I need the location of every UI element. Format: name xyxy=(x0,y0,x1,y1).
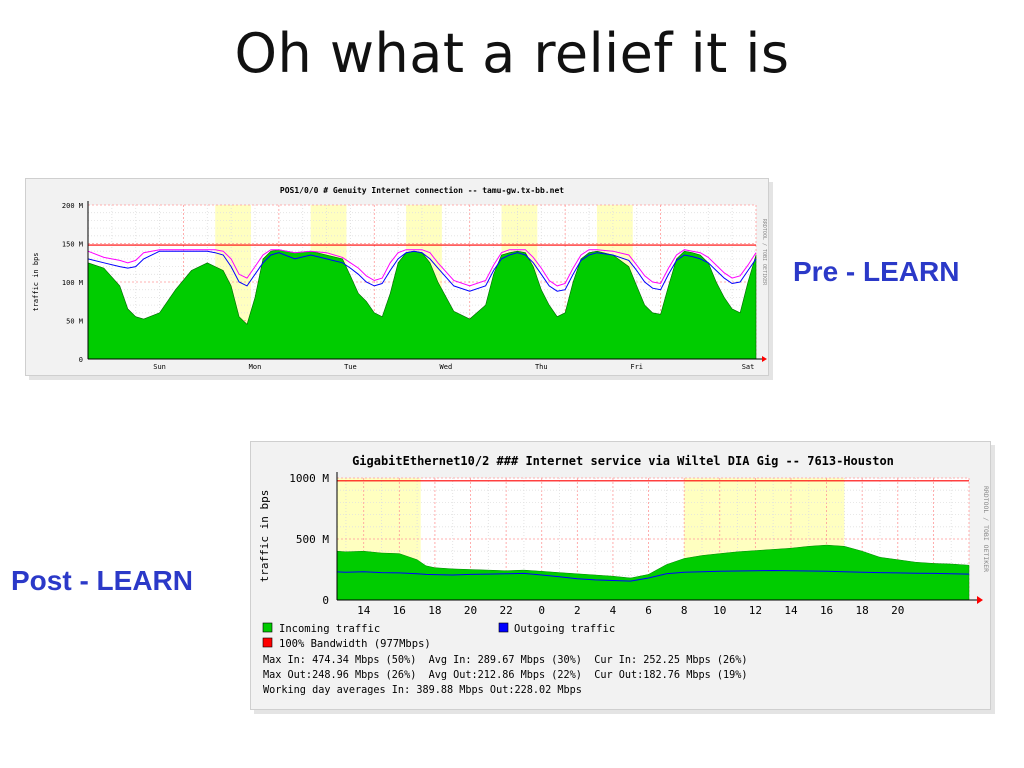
x-tick-label: 18 xyxy=(856,604,869,617)
incoming-area xyxy=(336,544,970,601)
x-tick-label: Mon xyxy=(249,363,262,371)
x-tick-label: 4 xyxy=(610,604,617,617)
legend-swatch-outgoing xyxy=(498,622,509,633)
x-tick-label: 8 xyxy=(681,604,688,617)
legend-bandwidth: 100% Bandwidth (977Mbps) xyxy=(279,638,431,650)
y-tick-label: 200 M xyxy=(62,202,83,210)
stats-line: Max Out:248.96 Mbps (26%) Avg Out:212.86… xyxy=(263,670,748,681)
x-axis-arrow xyxy=(762,356,767,362)
y-axis-label: traffic in bps xyxy=(32,252,40,311)
incoming-area xyxy=(87,249,757,360)
y-tick-label: 500 M xyxy=(296,533,329,546)
x-tick-label: 6 xyxy=(645,604,652,617)
x-tick-label: 22 xyxy=(500,604,513,617)
x-tick-label: 10 xyxy=(713,604,726,617)
stats-line: Max In: 474.34 Mbps (50%) Avg In: 289.67… xyxy=(263,655,748,666)
x-tick-label: 12 xyxy=(749,604,762,617)
y-tick-label: 0 xyxy=(322,594,329,607)
y-tick-label: 1000 M xyxy=(289,472,329,485)
outgoing-line xyxy=(336,569,970,582)
post-learn-label: Post - LEARN xyxy=(11,565,193,596)
pre-learn-chart: 0 50 M 100 M 150 M 200 M Sun Mon Tue Wed Thu Fri Sa… xyxy=(32,185,767,371)
x-tick-label: 20 xyxy=(891,604,904,617)
x-tick-label: Thu xyxy=(535,363,548,371)
x-tick-label: 16 xyxy=(393,604,406,617)
legend-swatch-bandwidth xyxy=(262,637,273,648)
x-tick-label: Tue xyxy=(344,363,357,371)
legend-swatch-incoming xyxy=(262,622,273,633)
x-tick-label: 14 xyxy=(357,604,371,617)
rrdtool-credit: RRDTOOL / TOBI OETIKER xyxy=(761,219,767,286)
pre-learn-chart-frame: 0 50 M 100 M 150 M 200 M Sun Mon Tue Wed Thu Fri Sa… xyxy=(25,178,769,376)
y-tick-label: 100 M xyxy=(62,279,83,287)
chart-title: GigabitEthernet10/2 ### Internet service… xyxy=(352,454,894,468)
legend-outgoing: Outgoing traffic xyxy=(514,623,615,635)
x-axis-arrow xyxy=(977,596,983,604)
x-tick-label: Sat xyxy=(742,363,755,371)
post-learn-chart-frame: 0 500 M 1000 M 14 16 18 20 22 0 2 4 6 8 10 12 14 16 18 20 G… xyxy=(250,441,991,710)
chart-title: POS1/0/0 # Genuity Internet connection -… xyxy=(280,185,564,195)
x-tick-label: 14 xyxy=(784,604,798,617)
post-learn-chart: 0 500 M 1000 M 14 16 18 20 22 0 2 4 6 8 10 12 14 16 18 20 G… xyxy=(258,454,990,696)
x-tick-label: Wed xyxy=(440,363,453,371)
x-tick-label: Sun xyxy=(153,363,166,371)
pre-learn-label: Pre - LEARN xyxy=(793,256,960,287)
x-tick-label: 18 xyxy=(428,604,441,617)
y-tick-label: 50 M xyxy=(66,318,83,326)
legend-incoming: Incoming traffic xyxy=(279,623,380,635)
x-tick-label: Fri xyxy=(630,363,643,371)
y-tick-label: 0 xyxy=(79,356,83,364)
slide-title: Oh what a relief it is xyxy=(234,22,790,85)
x-tick-label: 16 xyxy=(820,604,833,617)
rrdtool-credit: RRDTOOL / TOBI OETIKER xyxy=(982,486,990,572)
x-tick-label: 2 xyxy=(574,604,581,617)
x-tick-label: 20 xyxy=(464,604,477,617)
x-tick-label: 0 xyxy=(538,604,545,617)
peak-line xyxy=(87,249,757,287)
y-tick-label: 150 M xyxy=(62,241,83,249)
stats-line: Working day averages In: 389.88 Mbps Out… xyxy=(263,685,582,696)
y-axis-label: traffic in bps xyxy=(258,490,271,583)
outgoing-line xyxy=(87,250,757,292)
